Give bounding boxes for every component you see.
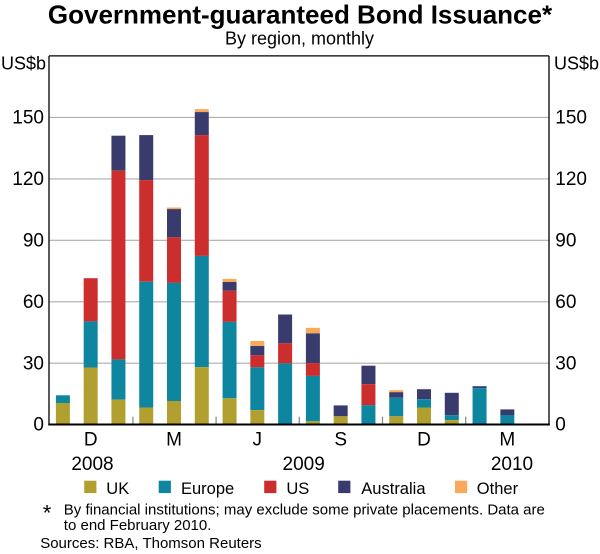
svg-text:M: M: [499, 429, 515, 450]
svg-text:30: 30: [555, 353, 576, 374]
svg-text:90: 90: [23, 231, 44, 252]
svg-text:Other: Other: [477, 480, 519, 498]
svg-text:M: M: [166, 429, 182, 450]
svg-text:60: 60: [23, 292, 44, 313]
svg-text:By region, monthly: By region, monthly: [225, 29, 374, 49]
svg-text:US$b: US$b: [554, 54, 599, 74]
svg-text:to end February 2010.: to end February 2010.: [64, 517, 212, 534]
svg-text:120: 120: [12, 169, 44, 190]
svg-text:By financial institutions; may: By financial institutions; may exclude s…: [64, 502, 545, 519]
svg-text:2009: 2009: [283, 454, 325, 475]
svg-text:60: 60: [555, 292, 576, 313]
svg-text:UK: UK: [106, 480, 129, 498]
svg-text:D: D: [84, 429, 98, 450]
svg-text:120: 120: [555, 169, 587, 190]
svg-text:2010: 2010: [491, 454, 533, 475]
svg-text:S: S: [334, 429, 347, 450]
svg-text:J: J: [253, 429, 263, 450]
svg-text:D: D: [417, 429, 431, 450]
svg-text:Europe: Europe: [181, 480, 234, 498]
svg-text:0: 0: [555, 414, 566, 435]
svg-text:US: US: [286, 480, 309, 498]
svg-text:US$b: US$b: [1, 54, 46, 74]
svg-text:Australia: Australia: [361, 480, 426, 498]
svg-text:150: 150: [555, 108, 587, 129]
svg-text:*: *: [43, 500, 52, 525]
svg-text:2008: 2008: [71, 454, 113, 475]
svg-text:90: 90: [555, 231, 576, 252]
svg-text:Government-guaranteed Bond Iss: Government-guaranteed Bond Issuance*: [48, 0, 553, 29]
svg-text:0: 0: [33, 414, 44, 435]
svg-text:30: 30: [23, 353, 44, 374]
svg-text:Sources: RBA, Thomson Reuters: Sources: RBA, Thomson Reuters: [40, 535, 261, 552]
svg-text:150: 150: [12, 108, 44, 129]
